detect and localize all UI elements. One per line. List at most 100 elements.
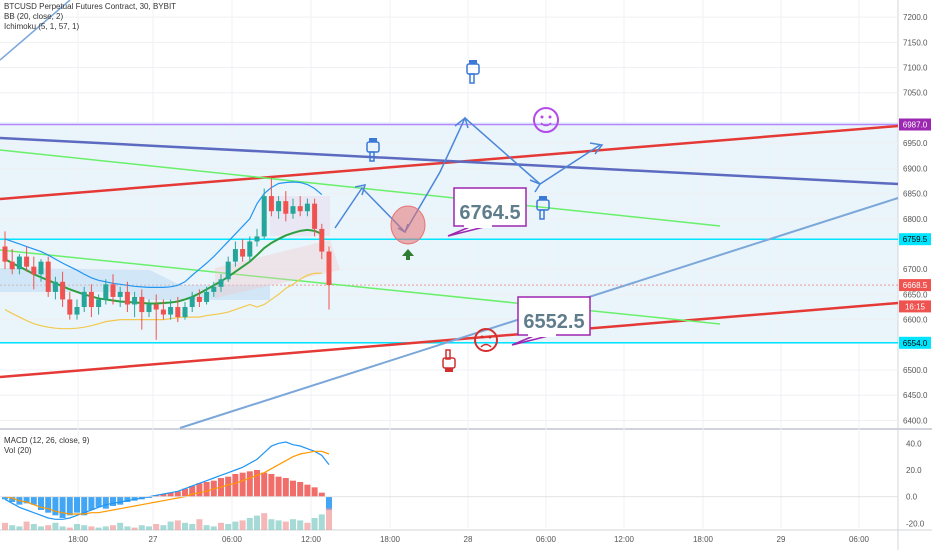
candle-body — [326, 251, 332, 286]
candle-body — [96, 299, 102, 308]
macd-histogram-bar — [2, 496, 8, 500]
macd-histogram-bar — [23, 496, 30, 504]
volume-bar — [74, 524, 80, 530]
volume-bar — [30, 524, 37, 530]
upper-red-trendline — [0, 124, 899, 201]
volume-bar — [146, 526, 152, 530]
candle-body — [297, 206, 303, 212]
volume-bar — [318, 514, 325, 530]
vol-legend[interactable]: Vol (20) — [4, 446, 32, 455]
time-tick-label: 18:00 — [693, 535, 714, 544]
candle-body — [31, 266, 37, 275]
volume-bar — [203, 525, 210, 530]
volume-bar — [297, 520, 304, 530]
countdown-label: 16:15 — [905, 302, 926, 311]
candle-body — [189, 296, 195, 308]
face-eye — [488, 335, 492, 339]
volume-bar — [261, 513, 268, 530]
volume-bar — [182, 522, 188, 530]
macd-histogram-bar — [290, 480, 296, 497]
callout-label: 6552.5 — [523, 311, 584, 333]
price-tick-label: 7200.0 — [903, 13, 928, 22]
bb-legend[interactable]: BB (20, close, 2) — [4, 12, 64, 21]
candle-body — [117, 291, 123, 297]
callout-join — [528, 333, 556, 337]
candle-body — [103, 284, 109, 300]
macd-histogram-bar — [196, 483, 203, 497]
volume-bar — [2, 522, 8, 530]
blue-resistance-line — [0, 136, 899, 186]
macd-histogram-bar — [124, 496, 131, 502]
symbol-legend[interactable]: BTCUSD Perpetual Futures Contract, 30, B… — [4, 2, 177, 11]
cuff — [469, 60, 477, 64]
macd-histogram-bar — [203, 482, 210, 497]
volume-bar — [138, 525, 145, 530]
pointing-hand-icon — [442, 349, 456, 372]
arrow-head — [589, 142, 604, 155]
volume-bar — [124, 526, 131, 530]
up-arrow-icon — [402, 249, 414, 260]
price-level-label: 6554.0 — [903, 339, 928, 348]
cuff — [445, 368, 453, 372]
macd-histogram-bar — [246, 471, 253, 497]
face-mouth — [480, 343, 492, 348]
candle-body — [276, 201, 282, 212]
price-tick-label: 7050.0 — [903, 89, 928, 98]
ichimoku-legend[interactable]: Ichimoku (5, 1, 57, 1) — [4, 22, 80, 31]
macd-line — [4, 441, 330, 520]
macd-histogram-bar — [131, 496, 138, 501]
upper-green-line — [0, 149, 721, 227]
candle-body — [132, 296, 138, 305]
volume-bar — [275, 520, 282, 530]
candle-body — [139, 296, 145, 313]
volume-bar — [160, 525, 167, 530]
macd-tick-label: 20.0 — [906, 466, 922, 475]
time-tick-label: 18:00 — [380, 535, 401, 544]
candle-body — [38, 261, 44, 275]
macd-histogram-bar — [95, 496, 102, 508]
price-tick-label: 6950.0 — [903, 139, 928, 148]
target-high-callout: 6764.5 — [447, 187, 527, 237]
callout-tail — [447, 225, 489, 237]
macd-histogram-bar — [74, 496, 80, 513]
candle-body — [283, 201, 289, 214]
face-eye — [540, 115, 544, 119]
time-tick-label: 06:00 — [849, 535, 870, 544]
cuff — [369, 138, 377, 142]
volume-bar — [174, 520, 181, 530]
price-tick-label: 7100.0 — [903, 64, 928, 73]
price-tick-label: 6700.0 — [903, 265, 928, 274]
volume-bar — [218, 522, 224, 530]
price-label-bg — [899, 118, 931, 131]
candle-body — [182, 307, 188, 318]
volume-bar — [88, 526, 95, 530]
candle-body — [81, 291, 87, 308]
arrow-head — [529, 179, 542, 193]
macd-tick-label: 0.0 — [906, 493, 918, 502]
candle-body — [168, 307, 174, 315]
candle-body — [52, 281, 58, 292]
face-eye — [548, 115, 552, 119]
candle-body — [312, 203, 318, 229]
volume-bar — [95, 527, 102, 530]
candle-body — [304, 203, 310, 212]
macd-legend[interactable]: MACD (12, 26, close, 9) — [4, 436, 90, 445]
candle-body — [254, 236, 260, 242]
candle-body — [2, 246, 8, 262]
volume-bar — [290, 519, 296, 530]
candle-body — [247, 241, 253, 257]
macd-histogram-bar — [153, 495, 160, 497]
volume-bar — [239, 520, 246, 530]
macd-histogram-bar — [59, 496, 66, 518]
time-tick-label: 28 — [464, 535, 473, 544]
macd-histogram-bar — [160, 494, 167, 497]
volume-bar — [59, 526, 66, 530]
callout-box — [517, 296, 591, 336]
volume-bar — [23, 521, 30, 530]
time-tick-label: 12:00 — [614, 535, 635, 544]
macd-histogram-bar — [167, 492, 174, 497]
candle-body — [88, 291, 94, 308]
face-outline — [533, 107, 559, 133]
price-label-bg — [899, 233, 931, 246]
macd-histogram-bar — [189, 486, 196, 497]
